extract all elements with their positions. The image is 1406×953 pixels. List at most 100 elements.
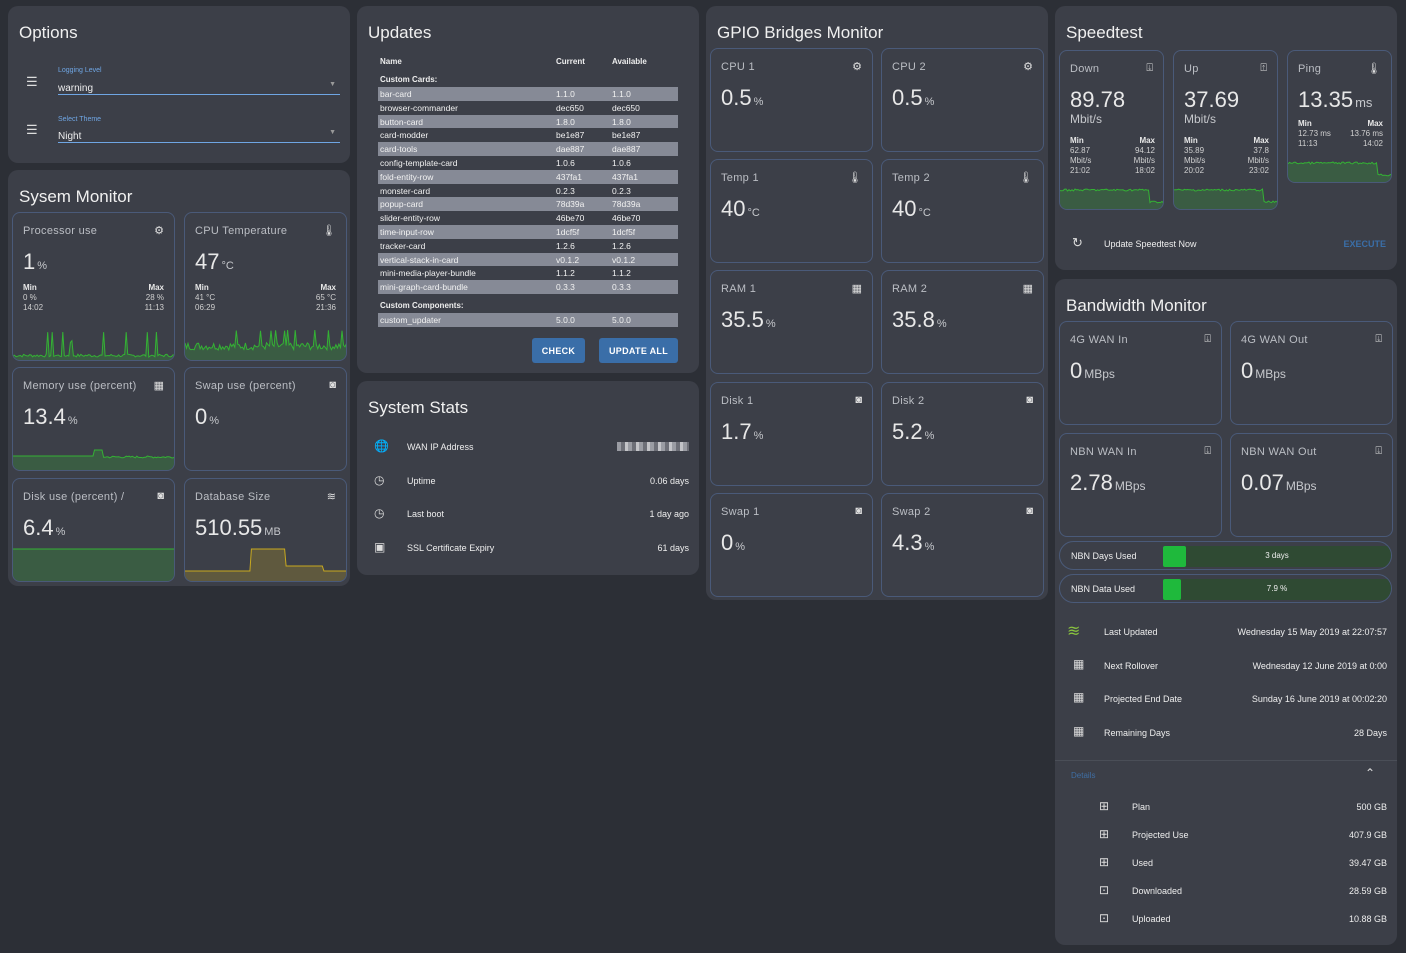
cards-list: bar-card 1.1.0 1.1.0 browser-commander dec65… xyxy=(378,87,678,294)
ping-label: Ping xyxy=(1298,63,1322,75)
network-icon: ⊞ xyxy=(1099,799,1110,813)
details-row: ⊞ Plan 500 GB xyxy=(1055,798,1397,816)
update-row: button-card 1.8.0 1.8.0 xyxy=(378,114,678,129)
ping-sensor[interactable]: Ping 🌡 13.35 ms Min 12.73 ms 11:13 Max 13.76… xyxy=(1287,50,1392,183)
gpio-tile-ram-2[interactable]: RAM 2 ▦ 35.8% xyxy=(881,270,1044,375)
update-name: time-input-row xyxy=(380,226,434,237)
up-value: 37.69 xyxy=(1184,87,1240,112)
bandwidth-tile-nbn-wan-out[interactable]: NBN WAN Out ⍗ 0.07 MBps xyxy=(1230,433,1393,537)
details-label: Plan xyxy=(1132,802,1151,812)
update-available: dae887 xyxy=(612,144,641,155)
processor-label: Processor use xyxy=(23,225,98,237)
update-row: mini-media-player-bundle 1.1.2 1.1.2 xyxy=(378,266,678,280)
processor-use-sensor[interactable]: Processor use ⚙ 1% Min 0 % 14:02 Max 28 % 11… xyxy=(12,212,175,361)
days-used-track xyxy=(1163,546,1391,567)
db-label: Database Size xyxy=(195,491,271,503)
gpio-tile-ram-1[interactable]: RAM 1 ▦ 35.5% xyxy=(710,270,873,375)
execute-button[interactable]: EXECUTE xyxy=(1343,239,1386,249)
update-row: time-input-row 1dcf5f 1dcf5f xyxy=(378,224,678,239)
bandwidth-tile-4g-wan-in[interactable]: 4G WAN In ⍗ 0 MBps xyxy=(1059,321,1222,425)
gpio-tile-cpu-1[interactable]: CPU 1 ⚙ 0.5% xyxy=(710,48,873,152)
info-row: ≋ Last Updated Wednesday 15 May 2019 at 22… xyxy=(1055,621,1397,641)
disk-use-sensor[interactable]: Disk use (percent) / ◙ 6.4% xyxy=(12,478,175,582)
down-value: 89.78 xyxy=(1070,87,1126,112)
list-icon: ☰ xyxy=(26,122,38,137)
col-name: Name xyxy=(380,57,402,66)
gpio-tile-swap-1[interactable]: Swap 1 ◙ 0% xyxy=(710,492,873,597)
network-icon: ⊞ xyxy=(1099,827,1110,841)
gpio-tile-swap-2[interactable]: Swap 2 ◙ 4.3% xyxy=(881,492,1044,597)
info-label: Next Rollover xyxy=(1104,660,1159,671)
custom-cards-heading: Custom Cards: xyxy=(380,75,438,84)
up-unit: Mbit/s xyxy=(1184,112,1217,126)
chevron-up-icon: ⌃ xyxy=(1364,766,1375,780)
details-row: ⊡ Uploaded 10.88 GB xyxy=(1055,910,1397,928)
database-size-sensor[interactable]: Database Size ≋ 510.55 MB xyxy=(184,478,347,582)
update-current: v0.1.2 xyxy=(556,254,580,265)
download-icon: ⍗ xyxy=(1375,333,1382,345)
days-used-label: NBN Days Used xyxy=(1071,551,1137,561)
gpio-tile-cpu-2[interactable]: CPU 2 ⚙ 0.5% xyxy=(881,48,1044,152)
disk-graph xyxy=(13,548,174,581)
update-current: 1.2.6 xyxy=(556,240,575,251)
processor-max: Max 28 % 11:13 xyxy=(144,283,164,312)
cpu-temperature-sensor[interactable]: CPU Temperature 🌡 47 °C Min 41 °C 06:29 Max… xyxy=(184,212,347,361)
gpio-tile-temp-1[interactable]: Temp 1 🌡 40 °C xyxy=(710,159,873,264)
update-available: 1.2.6 xyxy=(612,240,631,251)
ping-value: 13.35 ms xyxy=(1298,87,1373,112)
down-unit: Mbit/s xyxy=(1070,112,1103,126)
check-button[interactable]: CHECK xyxy=(532,338,585,363)
info-label: Last Updated xyxy=(1104,627,1158,637)
update-current: 0.2.3 xyxy=(556,185,575,196)
data-used-label: NBN Data Used xyxy=(1071,584,1136,594)
details-label: Used xyxy=(1132,858,1154,868)
data-used-track xyxy=(1163,579,1391,600)
logging-level-select[interactable]: warning ▼ xyxy=(58,78,340,95)
thermometer-icon: 🌡 xyxy=(1367,63,1381,75)
disk-value: 6.4% xyxy=(23,515,66,540)
calendar-icon: ▦ xyxy=(1073,723,1085,738)
chevron-down-icon: ▼ xyxy=(329,129,336,136)
gpio-tile-disk-2[interactable]: Disk 2 ◙ 5.2% xyxy=(881,381,1044,486)
update-current: 78d39a xyxy=(556,199,585,210)
update-available: 0.2.3 xyxy=(612,185,631,196)
memory-use-sensor[interactable]: Memory use (percent) ▦ 13.4% xyxy=(12,367,175,471)
logging-level-value: warning xyxy=(58,83,94,94)
upload-speed-sensor[interactable]: Up ⍐ 37.69 Mbit/s Min 35.89 Mbit/s 20:02 Ma… xyxy=(1173,50,1278,210)
processor-value: 1% xyxy=(23,249,48,274)
harddisk-icon: ◙ xyxy=(1026,504,1033,517)
bandwidth-tile-4g-wan-out[interactable]: 4G WAN Out ⍗ 0 MBps xyxy=(1230,321,1393,425)
thermometer-icon: 🌡 xyxy=(322,225,336,237)
swap-label: Swap use (percent) xyxy=(195,380,296,392)
download-icon: ⍗ xyxy=(1146,62,1153,74)
gpio-label: Swap 1 xyxy=(721,505,760,518)
details-toggle[interactable]: Details ⌃ xyxy=(1055,765,1397,787)
data-used-value: 7.9 % xyxy=(1266,584,1288,593)
gpio-tile-disk-1[interactable]: Disk 1 ◙ 1.7% xyxy=(710,381,873,486)
update-available: 1.0.6 xyxy=(612,157,631,168)
gpio-label: Temp 1 xyxy=(721,172,759,185)
updates-card: Updates Name Current Available Custom Ca… xyxy=(357,6,699,373)
bandwidth-tile-nbn-wan-in[interactable]: NBN WAN In ⍗ 2.78 MBps xyxy=(1059,433,1222,537)
update-available: 46be70 xyxy=(612,213,641,224)
bandwidth-label: NBN WAN In xyxy=(1070,446,1137,458)
gpio-tile-temp-2[interactable]: Temp 2 🌡 40 °C xyxy=(881,159,1044,264)
col-available: Available xyxy=(612,57,647,66)
logging-level-label: Logging Level xyxy=(58,67,102,74)
bandwidth-value: 0 MBps xyxy=(1070,358,1115,383)
details-label: Projected Use xyxy=(1132,830,1189,840)
system-monitor-title: Sysem Monitor xyxy=(19,187,133,206)
update-available: 0.3.3 xyxy=(612,282,631,293)
gpio-label: RAM 1 xyxy=(721,283,757,296)
select-theme-select[interactable]: Night ▼ xyxy=(58,126,340,143)
data-used-fill xyxy=(1163,579,1181,600)
swap-use-sensor[interactable]: Swap use (percent) ◙ 0% xyxy=(184,367,347,471)
update-current: 5.0.0 xyxy=(556,315,575,325)
update-current: 1dcf5f xyxy=(556,226,580,237)
stats-label: WAN IP Address xyxy=(407,442,474,452)
update-all-button[interactable]: UPDATE ALL xyxy=(599,338,678,363)
download-speed-sensor[interactable]: Down ⍗ 89.78 Mbit/s Min 62.87 Mbit/s 21:02 … xyxy=(1059,50,1164,210)
info-row: ▦ Remaining Days 28 Days xyxy=(1055,722,1397,742)
db-graph xyxy=(185,548,346,581)
gpio-value: 40 °C xyxy=(892,196,931,222)
